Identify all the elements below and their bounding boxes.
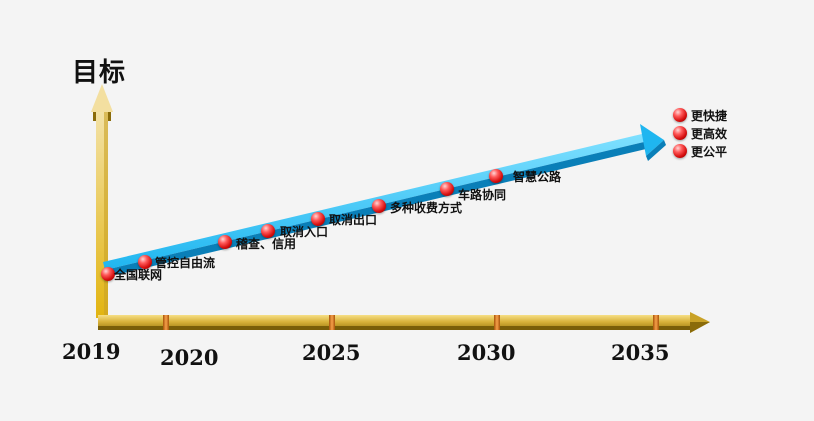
milestone-dot	[372, 199, 386, 213]
year-label-2030: 2030	[457, 340, 516, 365]
milestone-label: 稽查、信用	[236, 237, 297, 251]
vertical-axis	[91, 84, 113, 318]
goal-dot	[673, 144, 687, 158]
diagram-title: 目标	[72, 58, 127, 88]
year-tick-2030	[494, 315, 500, 330]
milestone-dot	[138, 255, 152, 269]
milestone-label: 全国联网	[114, 268, 163, 282]
year-label-2025: 2025	[302, 340, 361, 365]
milestone-dot	[218, 235, 232, 249]
milestone-label: 取消入口	[280, 225, 329, 239]
year-label-2020: 2020	[160, 345, 219, 370]
milestone-label: 管控自由流	[155, 256, 216, 270]
milestone-dot	[261, 224, 275, 238]
goal-label: 更公平	[691, 145, 728, 159]
year-tick-2025	[329, 315, 335, 330]
milestone-dot	[440, 182, 454, 196]
milestone-label: 取消出口	[329, 213, 378, 227]
goal-label: 更快捷	[691, 109, 728, 123]
horizontal-axis	[98, 312, 710, 333]
milestone-dot	[489, 169, 503, 183]
year-label-2019: 2019	[62, 339, 121, 364]
year-tick-2035	[653, 315, 659, 330]
milestone-label: 多种收费方式	[390, 201, 463, 215]
year-label-2035: 2035	[611, 340, 670, 365]
goal-dot	[673, 108, 687, 122]
milestone-label: 车路协同	[458, 188, 507, 202]
goal-label: 更高效	[691, 127, 728, 141]
milestone-label: 智慧公路	[513, 170, 562, 184]
milestone-dot	[101, 267, 115, 281]
year-tick-2020	[163, 315, 169, 330]
milestone-dot	[311, 212, 325, 226]
goal-dot	[673, 126, 687, 140]
